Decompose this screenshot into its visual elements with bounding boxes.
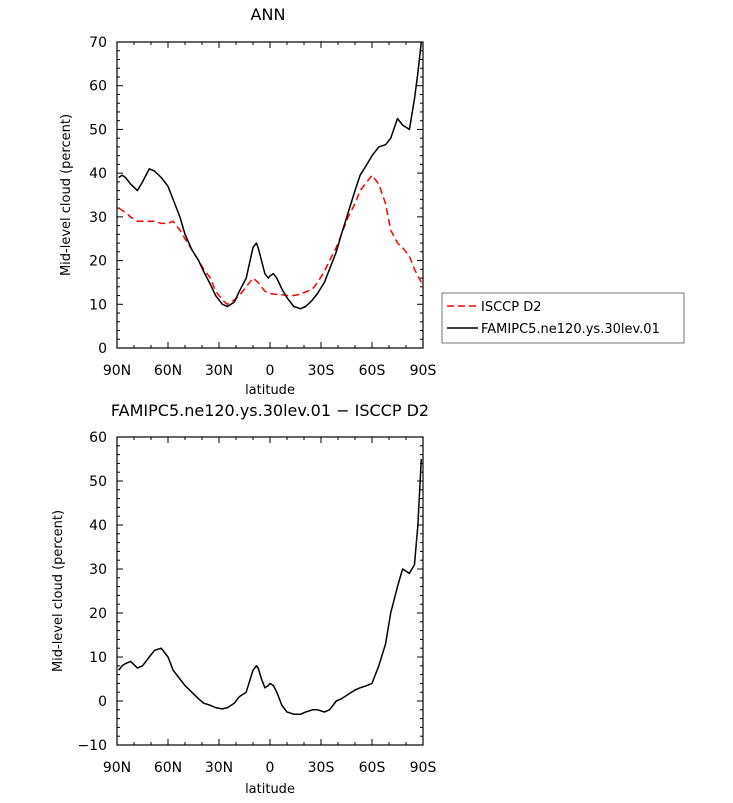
y-tick-label: 30 xyxy=(89,210,107,226)
y-axis-label: Mid-level cloud (percent) xyxy=(51,510,66,672)
y-tick-label: 40 xyxy=(89,518,107,534)
chart-panel-difference: FAMIPC5.ne120.ys.30lev.01 − ISCCP D2 −10… xyxy=(51,401,436,797)
x-tick-label: 30N xyxy=(205,760,233,776)
x-tick-label: 30N xyxy=(205,363,233,379)
legend-label-isccp: ISCCP D2 xyxy=(481,300,542,315)
x-axis-ticks: 90N 60N 30N 0 30S 60S 90S xyxy=(103,437,437,776)
x-tick-label: 90N xyxy=(103,363,131,379)
plot-frame xyxy=(116,436,424,746)
x-tick-label: 60S xyxy=(359,760,386,776)
x-tick-label: 60N xyxy=(154,363,182,379)
x-tick-label: 0 xyxy=(266,760,275,776)
x-tick-label: 90S xyxy=(410,760,437,776)
plot-frame xyxy=(116,41,424,349)
y-tick-label: 60 xyxy=(89,79,107,95)
chart-title: ANN xyxy=(251,5,286,24)
x-axis-label: latitude xyxy=(245,782,295,797)
legend: ISCCP D2 FAMIPC5.ne120.ys.30lev.01 xyxy=(441,292,685,344)
y-tick-label: 20 xyxy=(89,606,107,622)
x-axis-ticks: 90N 60N 30N 0 30S 60S 90S xyxy=(103,42,437,379)
y-tick-label: 50 xyxy=(89,122,107,138)
x-tick-label: 0 xyxy=(266,363,275,379)
y-tick-label: 50 xyxy=(89,474,107,490)
series-lines xyxy=(118,458,423,715)
x-tick-label: 90S xyxy=(410,363,437,379)
y-tick-label: −10 xyxy=(77,738,107,754)
series-lines xyxy=(118,41,423,310)
y-tick-label: 10 xyxy=(89,650,107,666)
legend-box xyxy=(441,292,685,344)
series-line-1 xyxy=(118,41,423,310)
y-tick-label: 20 xyxy=(89,254,107,270)
y-axis-ticks: 0 10 20 30 40 50 60 70 xyxy=(89,35,423,357)
series-line-0 xyxy=(118,458,423,715)
x-tick-label: 60S xyxy=(359,363,386,379)
y-tick-label: 0 xyxy=(98,694,107,710)
y-axis-label: Mid-level cloud (percent) xyxy=(59,114,74,276)
y-tick-label: 10 xyxy=(89,297,107,313)
y-axis-ticks: −10 0 10 20 30 40 50 60 xyxy=(77,430,423,754)
y-tick-label: 60 xyxy=(89,430,107,446)
y-tick-label: 30 xyxy=(89,562,107,578)
legend-label-famipc5: FAMIPC5.ne120.ys.30lev.01 xyxy=(481,322,660,337)
x-tick-label: 30S xyxy=(308,363,335,379)
series-line-0 xyxy=(118,174,422,306)
y-tick-label: 70 xyxy=(89,35,107,51)
chart-title: FAMIPC5.ne120.ys.30lev.01 − ISCCP D2 xyxy=(111,401,429,420)
y-tick-label: 40 xyxy=(89,166,107,182)
x-axis-label: latitude xyxy=(245,383,295,398)
x-tick-label: 60N xyxy=(154,760,182,776)
y-tick-label: 0 xyxy=(98,341,107,357)
x-tick-label: 90N xyxy=(103,760,131,776)
x-tick-label: 30S xyxy=(308,760,335,776)
